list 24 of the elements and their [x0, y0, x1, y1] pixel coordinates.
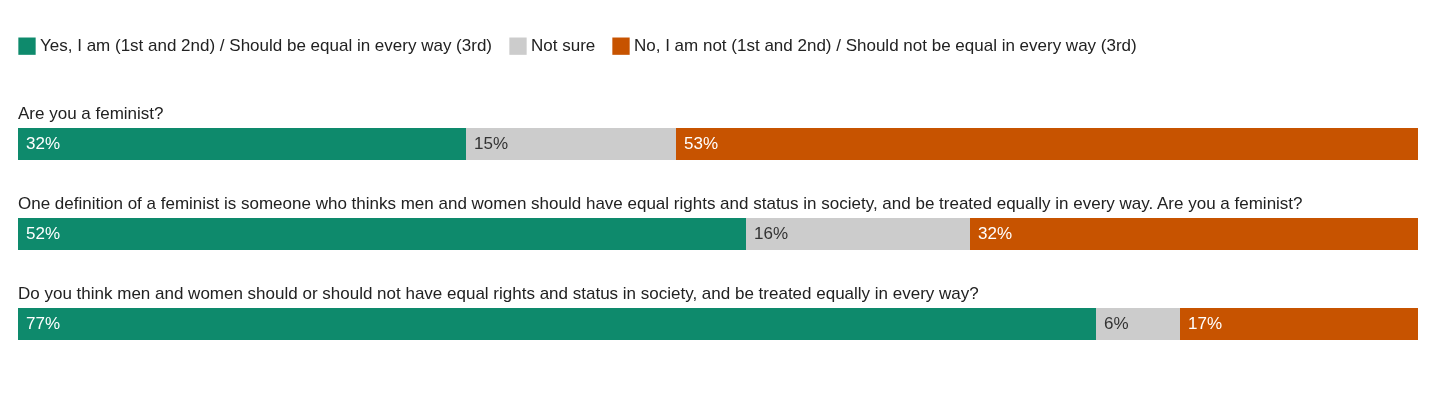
bar: [18, 218, 746, 250]
bar: [466, 128, 676, 160]
y-tick-label: One definition of a feminist is someone who thinks men and women should have equal rights and status in society, and be treated equally in every way. Are you a feminist?: [18, 194, 1303, 213]
data-label: 52%: [26, 224, 61, 243]
bar: [1180, 308, 1418, 340]
data-label: 77%: [26, 314, 61, 333]
data-label: 17%: [1188, 314, 1223, 333]
data-label: 32%: [26, 134, 61, 153]
data-label: 16%: [754, 224, 789, 243]
bar: [746, 218, 970, 250]
data-label: 53%: [684, 134, 719, 153]
bar: [970, 218, 1418, 250]
y-tick-label: Do you think men and women should or should not have equal rights and status in society, and be treated equally in every way?: [18, 284, 979, 303]
data-label: 32%: [978, 224, 1013, 243]
legend-label: Not sure: [531, 36, 596, 56]
legend-label: Yes, I am (1st and 2nd) / Should be equal in every way (3rd): [40, 36, 493, 56]
bar: [676, 128, 1418, 160]
y-tick-label: Are you a feminist?: [18, 104, 164, 123]
bar: [18, 128, 466, 160]
data-label: 15%: [474, 134, 509, 153]
bar: [1096, 308, 1180, 340]
legend-label: No, I am not (1st and 2nd) / Should not be equal in every way (3rd): [634, 36, 1137, 56]
bar: [18, 308, 1096, 340]
data-label: 6%: [1104, 314, 1129, 333]
